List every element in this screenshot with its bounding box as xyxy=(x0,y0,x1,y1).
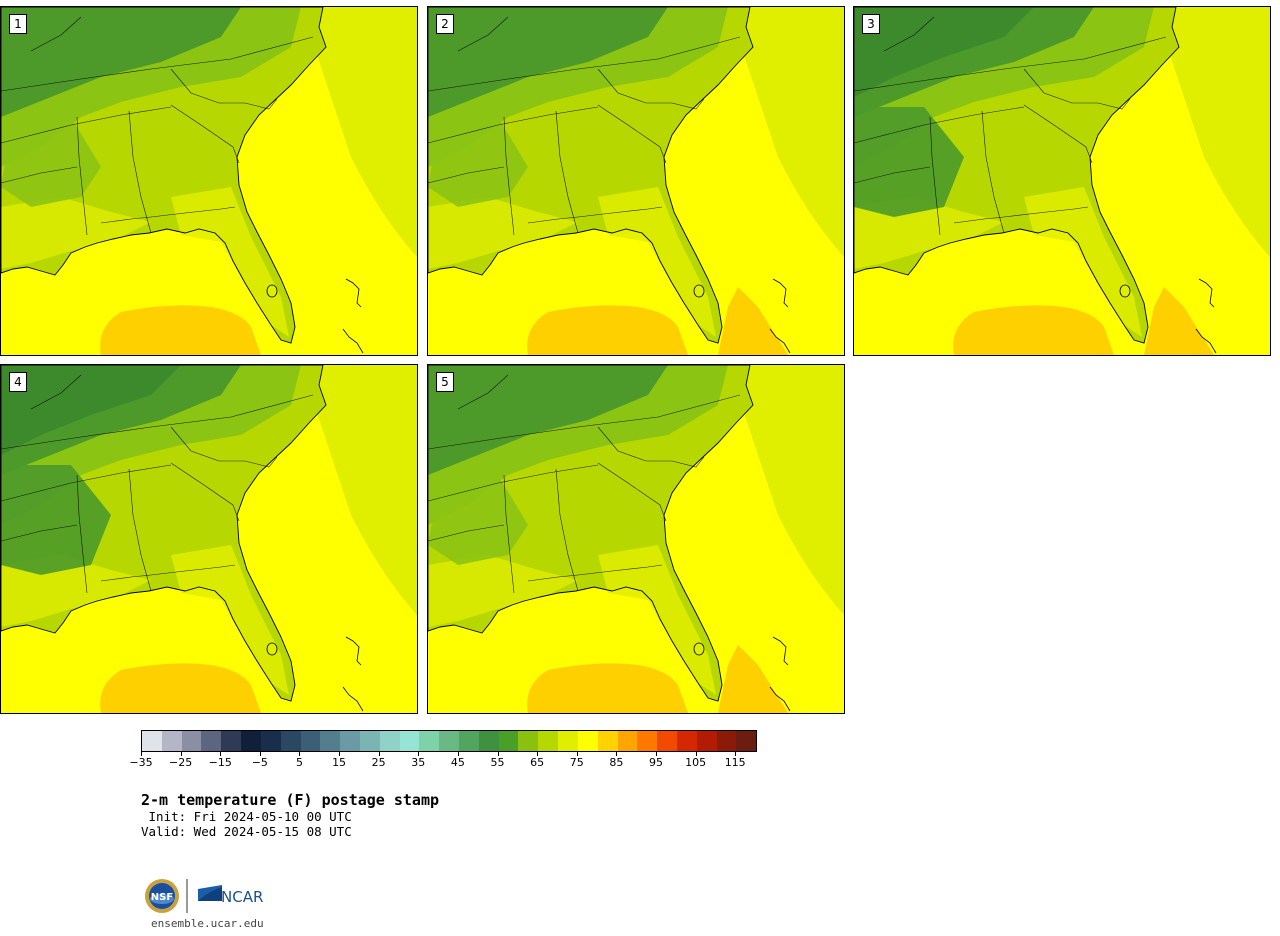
ncar-logo: NCAR xyxy=(198,885,263,906)
map-5 xyxy=(428,365,844,713)
colorbar-swatch xyxy=(320,731,341,751)
colorbar-tick xyxy=(141,751,142,756)
colorbar-tick-label: 25 xyxy=(371,756,386,769)
colorbar-tick xyxy=(735,751,737,756)
colorbar-swatch xyxy=(419,731,440,751)
nsf-logo: NSF xyxy=(145,879,179,913)
colorbar-tick-label: −15 xyxy=(208,756,232,769)
logos: NSF NCAR xyxy=(143,877,283,917)
map-2 xyxy=(428,7,844,355)
colorbar-swatch xyxy=(379,731,400,751)
map-panel-3: 3 xyxy=(853,6,1271,356)
panel-number: 5 xyxy=(436,372,454,392)
colorbar-swatch xyxy=(577,731,598,751)
colorbar-tick xyxy=(497,751,499,756)
colorbar-tick-label: 45 xyxy=(450,756,465,769)
map-panel-4: 4 xyxy=(0,364,418,714)
colorbar-swatch xyxy=(300,731,321,751)
colorbar-swatch xyxy=(538,731,559,751)
colorbar-tick xyxy=(655,751,657,756)
colorbar-swatch xyxy=(459,731,479,751)
colorbar-swatch xyxy=(558,731,578,751)
colorbar-ticks: −35 −25 −15 −5 5 15 25 35 45 55 65 75 85 95 105 115 xyxy=(129,751,757,771)
colorbar-tick-label: 35 xyxy=(411,756,426,769)
map-panel-5: 5 xyxy=(427,364,845,714)
colorbar-swatch xyxy=(657,731,677,751)
colorbar-tick-label: −35 xyxy=(129,756,153,769)
colorbar-tick-label: 75 xyxy=(569,756,584,769)
colorbar-swatch xyxy=(280,731,301,751)
panel-number: 2 xyxy=(436,14,454,34)
colorbar-swatch xyxy=(201,731,222,751)
temperature-colorbar xyxy=(141,730,757,752)
colorbar-swatch xyxy=(696,731,717,751)
svg-text:NCAR: NCAR xyxy=(221,888,263,906)
map-panel-1: 1 xyxy=(0,6,418,356)
colorbar-swatch xyxy=(478,731,499,751)
colorbar-swatch xyxy=(142,731,162,751)
colorbar-swatch xyxy=(736,731,757,751)
colorbar-tick xyxy=(378,751,380,756)
colorbar-tick xyxy=(457,751,459,756)
colorbar-swatch xyxy=(617,731,638,751)
panel-number: 3 xyxy=(862,14,880,34)
colorbar-swatch xyxy=(637,731,658,751)
colorbar-tick-label: −5 xyxy=(251,756,268,769)
chart-title: 2-m temperature (F) postage stamp xyxy=(141,791,440,809)
colorbar-tick xyxy=(418,751,420,756)
map-panel-2: 2 xyxy=(427,6,845,356)
colorbar-swatch xyxy=(518,731,539,751)
colorbar-tick-label: 85 xyxy=(609,756,624,769)
colorbar-tick xyxy=(616,751,618,756)
colorbar-swatch xyxy=(597,731,618,751)
colorbar-tick-label: 5 xyxy=(295,756,303,769)
valid-time: Valid: Wed 2024-05-15 08 UTC xyxy=(141,824,352,839)
colorbar-tick xyxy=(695,751,697,756)
colorbar-swatch xyxy=(498,731,519,751)
map-1 xyxy=(1,7,417,355)
colorbar-tick xyxy=(537,751,539,756)
map-3 xyxy=(854,7,1270,355)
colorbar-tick xyxy=(299,751,301,756)
colorbar-swatch xyxy=(221,731,242,751)
map-4 xyxy=(1,365,417,713)
colorbar-swatch xyxy=(716,731,737,751)
colorbar-swatch xyxy=(359,731,380,751)
colorbar-swatch xyxy=(439,731,459,751)
colorbar-swatch xyxy=(399,731,420,751)
colorbar-tick xyxy=(220,751,222,756)
colorbar-swatch xyxy=(181,731,202,751)
colorbar-swatch xyxy=(161,731,182,751)
colorbar-tick xyxy=(339,751,341,756)
colorbar-tick-label: 105 xyxy=(685,756,707,769)
panel-number: 1 xyxy=(9,14,27,34)
colorbar-swatch xyxy=(340,731,360,751)
colorbar-swatch xyxy=(260,731,281,751)
colorbar-tick-label: 95 xyxy=(648,756,663,769)
colorbar-tick xyxy=(259,751,261,756)
colorbar-tick-label: 115 xyxy=(724,756,746,769)
svg-text:NSF: NSF xyxy=(151,892,173,903)
colorbar-tick-label: 15 xyxy=(332,756,347,769)
colorbar-tick xyxy=(180,751,182,756)
colorbar-tick-label: 55 xyxy=(490,756,505,769)
colorbar-tick-label: 65 xyxy=(530,756,545,769)
colorbar-swatch xyxy=(676,731,697,751)
colorbar-swatch xyxy=(241,731,261,751)
panel-number: 4 xyxy=(9,372,27,392)
colorbar-tick-label: −25 xyxy=(169,756,193,769)
colorbar-tick xyxy=(576,751,578,756)
init-time: Init: Fri 2024-05-10 00 UTC xyxy=(141,809,352,824)
site-url: ensemble.ucar.edu xyxy=(151,917,264,930)
